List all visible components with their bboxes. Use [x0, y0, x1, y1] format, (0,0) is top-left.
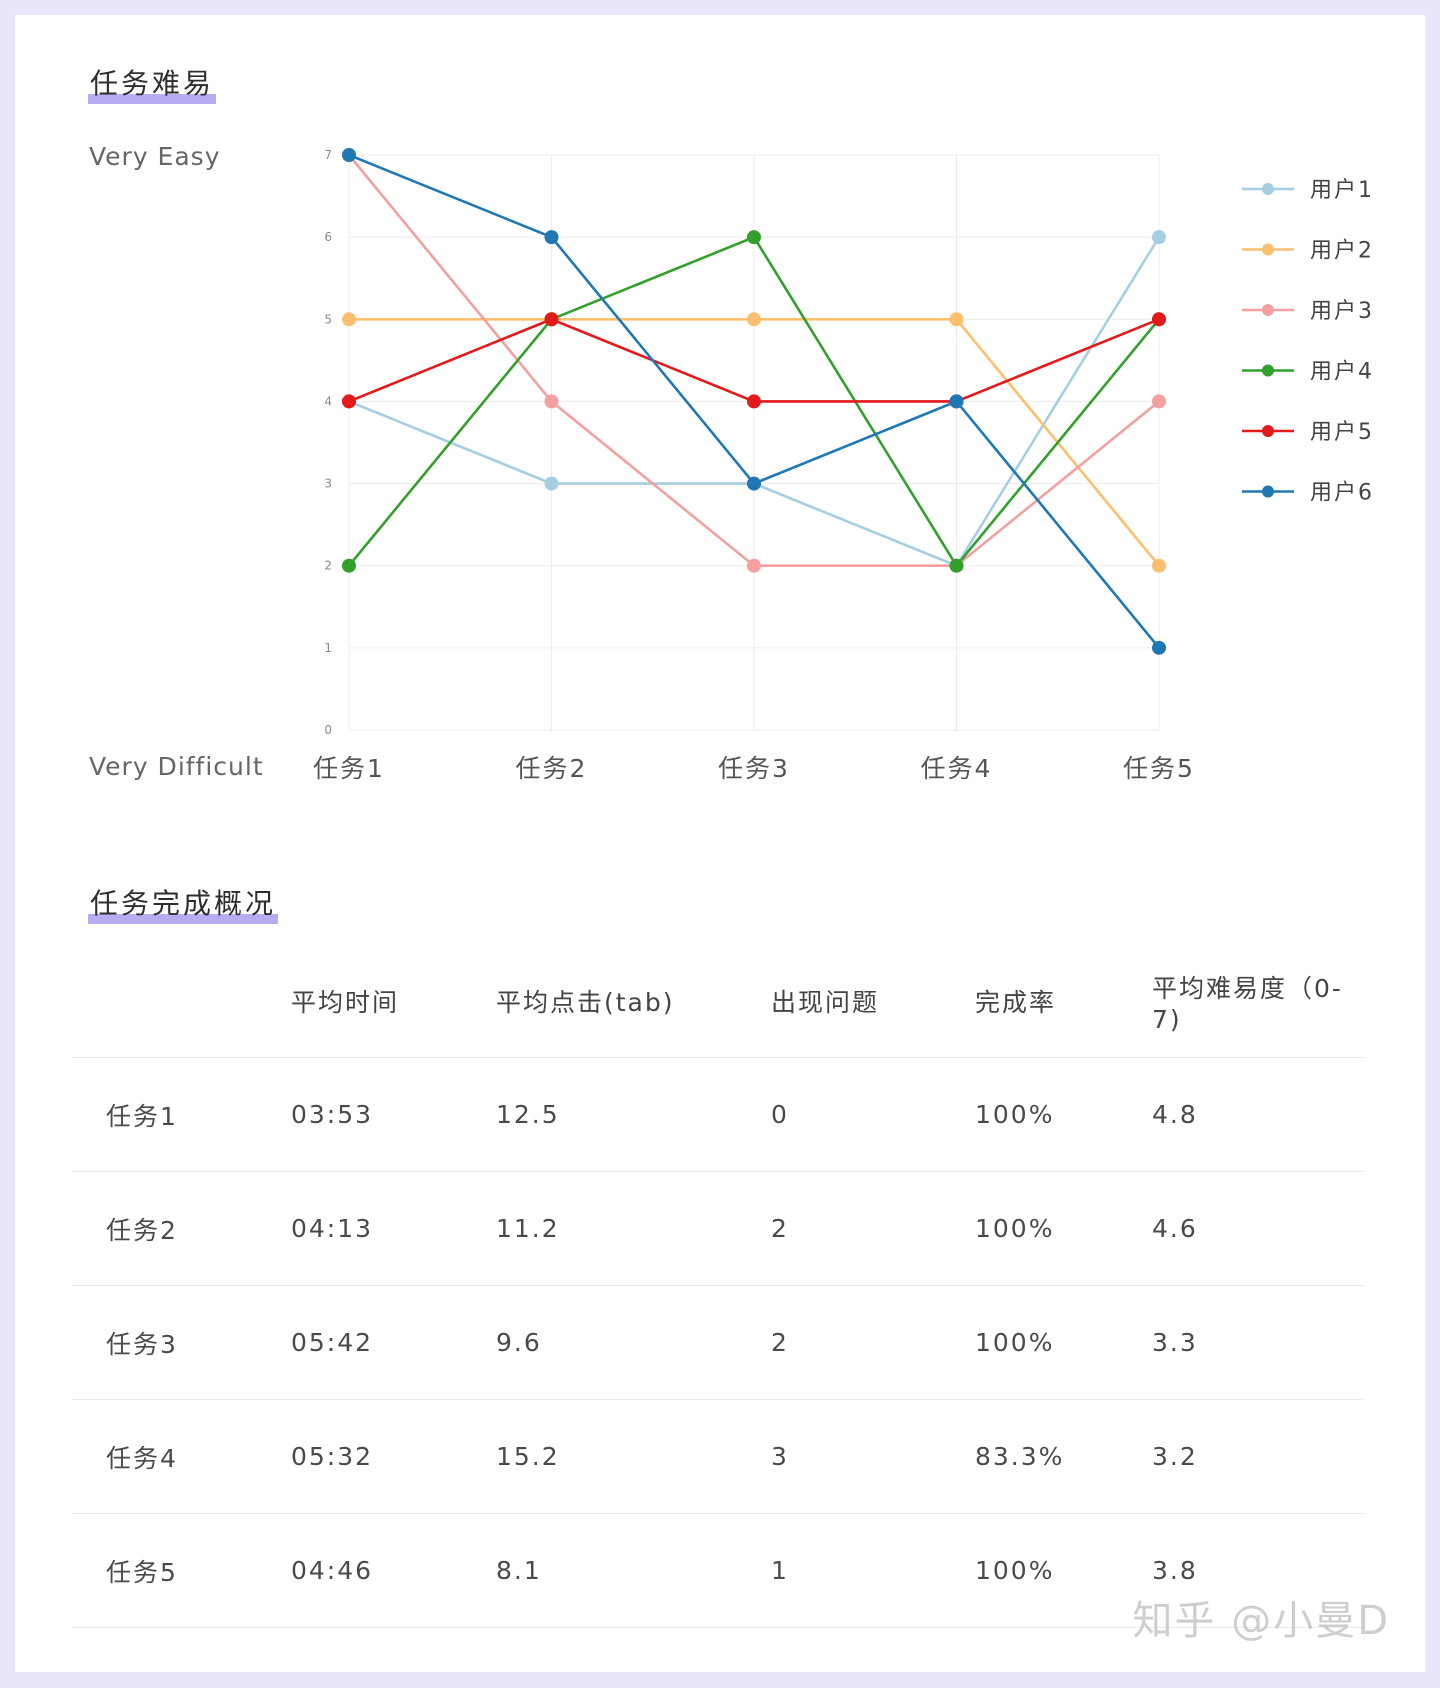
table-header-row: 平均时间 平均点击(tab) 出现问题 完成率 平均难易度（0-7) — [72, 945, 1365, 1058]
table-cell: 83.3% — [974, 1399, 1151, 1514]
completion-section-title: 任务完成概况 — [88, 882, 279, 924]
table-cell: 100% — [974, 1057, 1151, 1172]
legend-label: 用户4 — [1310, 360, 1374, 385]
table-cell: 05:32 — [290, 1399, 495, 1514]
table-row: 任务3 05:42 9.6 2 100% 3.3 — [72, 1285, 1365, 1400]
table-cell: 任务2 — [72, 1171, 290, 1286]
axis-note-very-easy: Very Easy — [89, 142, 221, 171]
y-tick-label: 4 — [324, 394, 332, 408]
data-point — [949, 394, 964, 409]
x-tick-label: 任务5 — [1123, 754, 1195, 783]
table-cell: 0 — [770, 1057, 974, 1172]
legend-marker — [1262, 425, 1274, 437]
data-point — [544, 476, 559, 491]
table-row: 任务4 05:32 15.2 3 83.3% 3.2 — [72, 1399, 1365, 1514]
legend-marker — [1262, 364, 1274, 377]
table-cell: 100% — [974, 1285, 1151, 1400]
header-cell: 平均难易度（0-7) — [1151, 945, 1365, 1058]
table-row: 任务1 03:53 12.5 0 100% 4.8 — [72, 1057, 1365, 1172]
data-point — [342, 394, 356, 409]
legend-marker — [1262, 304, 1274, 316]
y-tick-label: 5 — [324, 312, 332, 326]
table-cell: 任务3 — [72, 1285, 290, 1400]
table-cell: 4.6 — [1151, 1171, 1365, 1286]
legend-label: 用户5 — [1310, 420, 1374, 445]
watermark: 知乎 @小曼D — [1132, 1598, 1390, 1644]
table-row: 任务2 04:13 11.2 2 100% 4.6 — [72, 1171, 1365, 1286]
legend-label: 用户3 — [1310, 299, 1374, 324]
table-cell: 100% — [974, 1171, 1151, 1286]
data-point — [747, 476, 761, 491]
y-tick-label: 6 — [324, 230, 332, 244]
data-point — [1152, 230, 1166, 245]
data-point — [747, 312, 761, 327]
header-cell: 平均点击(tab) — [495, 945, 770, 1058]
table-cell: 8.1 — [495, 1513, 770, 1628]
table-cell: 11.2 — [495, 1171, 770, 1286]
data-point — [949, 312, 964, 327]
table-cell: 04:13 — [290, 1171, 495, 1286]
header-cell — [72, 945, 290, 1058]
x-tick-label: 任务4 — [921, 754, 993, 783]
data-point — [747, 558, 761, 573]
completion-title-text: 任务完成概况 — [90, 887, 277, 920]
difficulty-section-title: 任务难易 — [88, 62, 217, 104]
difficulty-title-text: 任务难易 — [90, 67, 215, 100]
legend-label: 用户2 — [1310, 239, 1374, 264]
data-point — [1152, 394, 1166, 409]
legend-marker — [1262, 485, 1274, 498]
table-cell: 12.5 — [495, 1057, 770, 1172]
data-point — [544, 312, 559, 327]
table-cell: 04:46 — [290, 1513, 495, 1628]
table-cell: 任务1 — [72, 1057, 290, 1172]
header-cell: 平均时间 — [290, 945, 495, 1058]
data-point — [342, 558, 356, 573]
axis-note-very-difficult: Very Difficult — [89, 752, 264, 781]
table-cell: 3 — [770, 1399, 974, 1514]
table-cell: 任务5 — [72, 1513, 290, 1628]
y-tick-label: 7 — [324, 148, 332, 162]
y-tick-label: 1 — [324, 641, 332, 655]
legend-marker — [1262, 243, 1274, 256]
table-cell: 2 — [770, 1285, 974, 1400]
table-cell: 1 — [770, 1513, 974, 1628]
header-cell: 出现问题 — [770, 945, 974, 1058]
table-cell: 05:42 — [290, 1285, 495, 1400]
y-tick-label: 3 — [324, 477, 332, 491]
table-cell: 4.8 — [1151, 1057, 1365, 1172]
data-point — [1152, 558, 1166, 573]
data-point — [1152, 640, 1166, 655]
difficulty-line-chart: 0 1 2 3 4 5 6 7 任务1 任务2 任务3 任务4 任务5 用户1 用户2 用户3 用户4 用户5 用户… — [313, 148, 1374, 783]
x-tick-label: 任务2 — [516, 754, 588, 783]
data-point — [342, 312, 356, 327]
header-cell: 完成率 — [974, 945, 1151, 1058]
table-cell: 3.2 — [1151, 1399, 1365, 1514]
task-summary-table: 平均时间 平均点击(tab) 出现问题 完成率 平均难易度（0-7) 任务1 0… — [72, 945, 1365, 1628]
table-cell: 9.6 — [495, 1285, 770, 1400]
legend-label: 用户6 — [1310, 481, 1374, 506]
data-point — [949, 558, 964, 573]
data-point — [747, 230, 761, 245]
x-tick-label: 任务3 — [718, 754, 790, 783]
y-tick-label: 0 — [324, 723, 332, 737]
table-cell: 2 — [770, 1171, 974, 1286]
data-point — [342, 148, 356, 162]
table-cell: 15.2 — [495, 1399, 770, 1514]
y-tick-label: 2 — [324, 559, 332, 573]
legend-marker — [1262, 183, 1274, 195]
table-cell: 任务4 — [72, 1399, 290, 1514]
table-cell: 3.3 — [1151, 1285, 1365, 1400]
title-highlight — [88, 94, 217, 104]
table-row: 任务5 04:46 8.1 1 100% 3.8 — [72, 1513, 1365, 1628]
data-point — [544, 394, 559, 409]
x-tick-label: 任务1 — [313, 754, 385, 783]
data-point — [544, 230, 559, 245]
table-cell: 3.8 — [1151, 1513, 1365, 1628]
data-point — [747, 394, 761, 409]
table-cell: 03:53 — [290, 1057, 495, 1172]
legend-label: 用户1 — [1310, 178, 1374, 203]
table-cell: 100% — [974, 1513, 1151, 1628]
title-highlight — [88, 914, 279, 924]
data-point — [1152, 312, 1166, 327]
